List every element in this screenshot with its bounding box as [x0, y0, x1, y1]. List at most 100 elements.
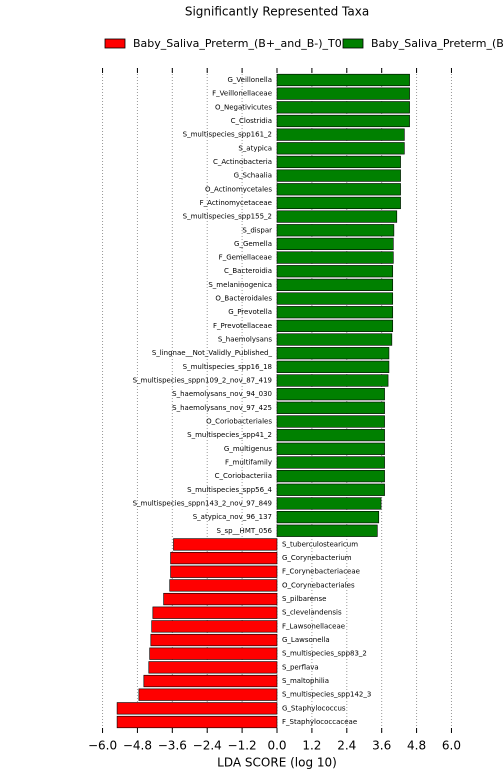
- bar: [276, 319, 394, 332]
- bar-label: S_multispecies_sppn109_2_nov_87_419: [133, 377, 272, 385]
- bar: [150, 633, 278, 647]
- bar: [169, 579, 278, 592]
- legend-swatch: [342, 38, 364, 49]
- bar: [276, 87, 410, 100]
- x-tick-label: 4.8: [407, 739, 426, 753]
- bar: [170, 565, 278, 578]
- bar: [276, 210, 398, 223]
- bar: [276, 237, 394, 251]
- bar-label: O_Corynebacteriales: [282, 581, 355, 589]
- x-tick-label: 0.0: [267, 739, 286, 753]
- bar: [276, 292, 394, 305]
- chart-title: Significantly Represented Taxa: [185, 5, 369, 19]
- bar: [276, 497, 382, 510]
- x-tick-label: 2.4: [337, 739, 356, 753]
- bar: [276, 333, 393, 346]
- bar: [276, 183, 401, 196]
- bar-label: C_Bacteroidia: [224, 267, 272, 275]
- bar-label: O_Bacteroidales: [215, 295, 272, 303]
- bar: [151, 620, 278, 633]
- bar-label: S_haemolysans_nov_97_425: [172, 404, 272, 412]
- bar-label: S_sp__HMT_056: [217, 527, 273, 535]
- bar: [276, 442, 385, 455]
- bar: [138, 688, 278, 701]
- bar: [276, 388, 385, 401]
- bar-label: F_Lawsonellaceae: [282, 622, 345, 630]
- bar: [276, 278, 394, 291]
- x-tick-label: −1.2: [228, 739, 257, 753]
- bar: [276, 196, 401, 210]
- bar-label: S_multispecies_sppn143_2_nov_97_849: [133, 499, 272, 507]
- bar-label: S_multispecies_spp142_3: [282, 691, 371, 699]
- bar-label: F_Staphylococcaceae: [282, 718, 357, 726]
- bar: [276, 224, 395, 237]
- bar-label: S_perflava: [282, 663, 319, 671]
- bar-label: C_Actinobacteria: [213, 158, 272, 166]
- bar-label: F_Prevotellaceae: [213, 322, 272, 330]
- bar: [276, 470, 385, 483]
- bar-label: G_Lawsonella: [282, 636, 330, 644]
- bar: [276, 142, 405, 155]
- bar: [149, 647, 278, 660]
- bar-label: F_Veillonellaceae: [212, 90, 272, 98]
- bar-label: F_Corynebacteriaceae: [282, 568, 360, 576]
- bar-label: G_Staphylococcus: [282, 704, 346, 712]
- bar: [173, 538, 278, 551]
- bar-label: F_Actinomycetaceae: [200, 199, 272, 207]
- bar: [116, 702, 278, 715]
- bar-label: F_Gemellaceae: [219, 254, 272, 262]
- bar-label: S_clevelandensis: [282, 609, 342, 617]
- bar-label: S_multispecies_spp83_2: [282, 650, 367, 658]
- bar: [170, 551, 278, 565]
- bar-label: G_Gemella: [234, 240, 272, 248]
- bar: [276, 483, 385, 496]
- bar: [276, 511, 380, 524]
- bar: [276, 128, 405, 141]
- bar: [276, 401, 385, 414]
- bar: [276, 114, 410, 128]
- bar-label: S_multispecies_spp56_4: [187, 486, 272, 494]
- bar-label: G_Veillonella: [227, 76, 272, 84]
- bar-label: G_Schaalia: [234, 172, 272, 180]
- bar: [143, 674, 278, 688]
- x-tick-label: −6.0: [88, 739, 117, 753]
- bar: [276, 429, 385, 442]
- bar-label: S_lingnae__Not_Validly_Published_: [152, 349, 273, 357]
- bar-label: S_haemolysans: [218, 336, 273, 344]
- bar: [276, 73, 410, 87]
- bar-label: S_maltophilia: [282, 677, 329, 685]
- bar: [276, 169, 401, 182]
- bar: [276, 415, 385, 428]
- bar: [276, 347, 390, 360]
- bar: [148, 661, 278, 674]
- bar-label: C_Clostridia: [231, 117, 272, 125]
- bar-label: S_atypica: [238, 144, 272, 152]
- bar-label: F_multifamily: [225, 458, 272, 466]
- bar-label: G_Prevotella: [228, 308, 272, 316]
- x-tick-label: 6.0: [442, 739, 461, 753]
- bar-label: G_multigenus: [224, 445, 272, 453]
- bar: [276, 101, 410, 114]
- bar-label: O_Negativicutes: [215, 103, 272, 111]
- bar-label: C_Coriobacteriia: [215, 472, 272, 480]
- bar: [276, 265, 394, 278]
- bar-label: S_melaninogenica: [208, 281, 272, 289]
- bar: [116, 715, 278, 729]
- bar: [276, 374, 389, 387]
- bar-label: S_multispecies_spp161_2: [183, 131, 272, 139]
- x-tick-label: 3.6: [372, 739, 391, 753]
- bar-label: S_multispecies_spp155_2: [183, 213, 272, 221]
- bar-label: O_Coriobacteriales: [206, 417, 272, 425]
- x-tick-label: −3.6: [158, 739, 187, 753]
- x-tick-label: 1.2: [302, 739, 321, 753]
- bar: [163, 592, 278, 606]
- bar-label: G_Corynebacterium: [282, 554, 352, 562]
- bar: [152, 606, 278, 619]
- bar-label: O_Actinomycetales: [205, 185, 272, 193]
- legend-swatch: [104, 38, 126, 49]
- bar-label: S_tuberculostearicum: [282, 540, 358, 548]
- x-axis-label: LDA SCORE (log 10): [217, 756, 337, 770]
- bar: [276, 306, 394, 319]
- bar-label: S_multispecies_spp41_2: [187, 431, 272, 439]
